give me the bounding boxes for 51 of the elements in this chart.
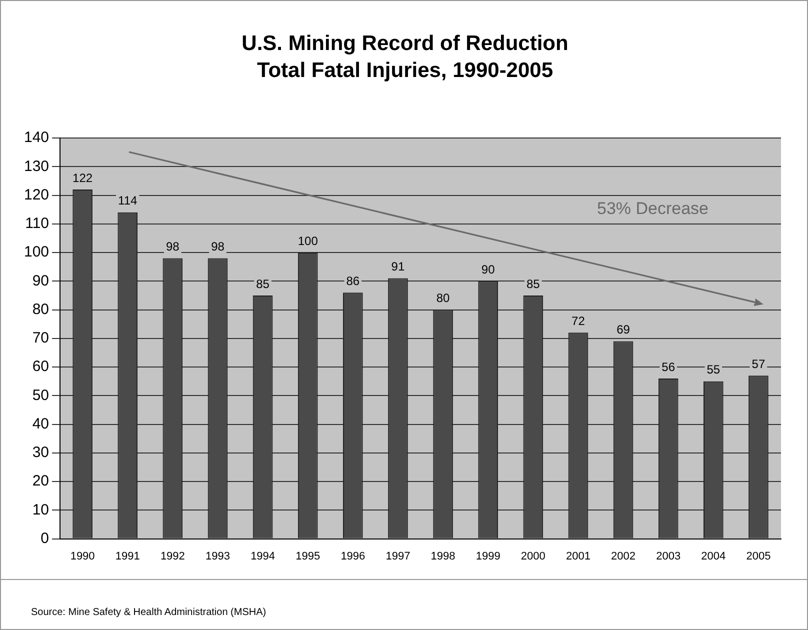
x-tick-label: 1992	[160, 550, 185, 562]
y-tick-label: 110	[25, 215, 50, 232]
x-tick-label: 1997	[386, 550, 410, 562]
x-tick-label: 1999	[476, 550, 500, 562]
data-label: 86	[346, 274, 360, 288]
data-label: 114	[118, 194, 138, 208]
x-tick-label: 2000	[520, 550, 546, 562]
y-tick-label: 100	[24, 244, 50, 261]
x-tick-label: 2005	[746, 550, 771, 562]
data-label: 55	[706, 362, 720, 377]
y-tick-label: 30	[32, 444, 50, 462]
x-tick-label: 2001	[566, 550, 590, 562]
data-label: 98	[211, 240, 225, 254]
data-label: 98	[166, 240, 180, 254]
y-tick-label: 80	[32, 300, 50, 318]
source-note: Source: Mine Safety & Health Administration (MSHA)	[31, 607, 266, 618]
data-label: 91	[391, 260, 405, 274]
data-label: 56	[662, 360, 676, 374]
chart-title: U.S. Mining Record of Reduction	[240, 31, 570, 57]
data-label: 72	[572, 314, 586, 328]
x-tick-label: 2003	[656, 550, 681, 562]
chart-subtitle: Total Fatal Injuries, 1990-2005	[256, 59, 554, 83]
data-label: 85	[526, 276, 540, 291]
x-tick-label: 1991	[115, 550, 140, 562]
data-label: 69	[616, 322, 630, 337]
y-tick-label: 140	[24, 129, 50, 146]
data-label: 85	[256, 276, 270, 291]
x-tick-label: 2002	[611, 550, 636, 562]
annotation: 53% Decrease	[597, 199, 709, 219]
y-tick-label: 60	[32, 358, 50, 376]
y-tick-label: 70	[32, 330, 50, 347]
x-tick-label: 1993	[206, 550, 230, 562]
y-tick-label: 20	[32, 472, 50, 490]
y-tick-label: 130	[24, 158, 50, 175]
x-tick-label: 1990	[70, 550, 95, 562]
y-tick-label: 10	[32, 501, 50, 518]
data-label: 57	[752, 356, 766, 371]
data-label: 80	[436, 291, 450, 306]
y-tick-label: 90	[32, 272, 50, 290]
y-tick-label: 50	[32, 386, 50, 404]
y-tick-label: 40	[32, 415, 50, 432]
data-label: 122	[72, 170, 93, 185]
data-label: 100	[298, 234, 318, 248]
y-tick-label: 0	[40, 530, 50, 547]
x-tick-label: 1996	[340, 550, 366, 562]
x-tick-label: 2004	[701, 550, 726, 562]
y-tick-label: 120	[24, 186, 50, 204]
x-tick-label: 1998	[430, 550, 456, 562]
x-tick-label: 1994	[250, 550, 276, 562]
data-label: 90	[481, 262, 496, 276]
x-tick-label: 1995	[296, 550, 320, 562]
